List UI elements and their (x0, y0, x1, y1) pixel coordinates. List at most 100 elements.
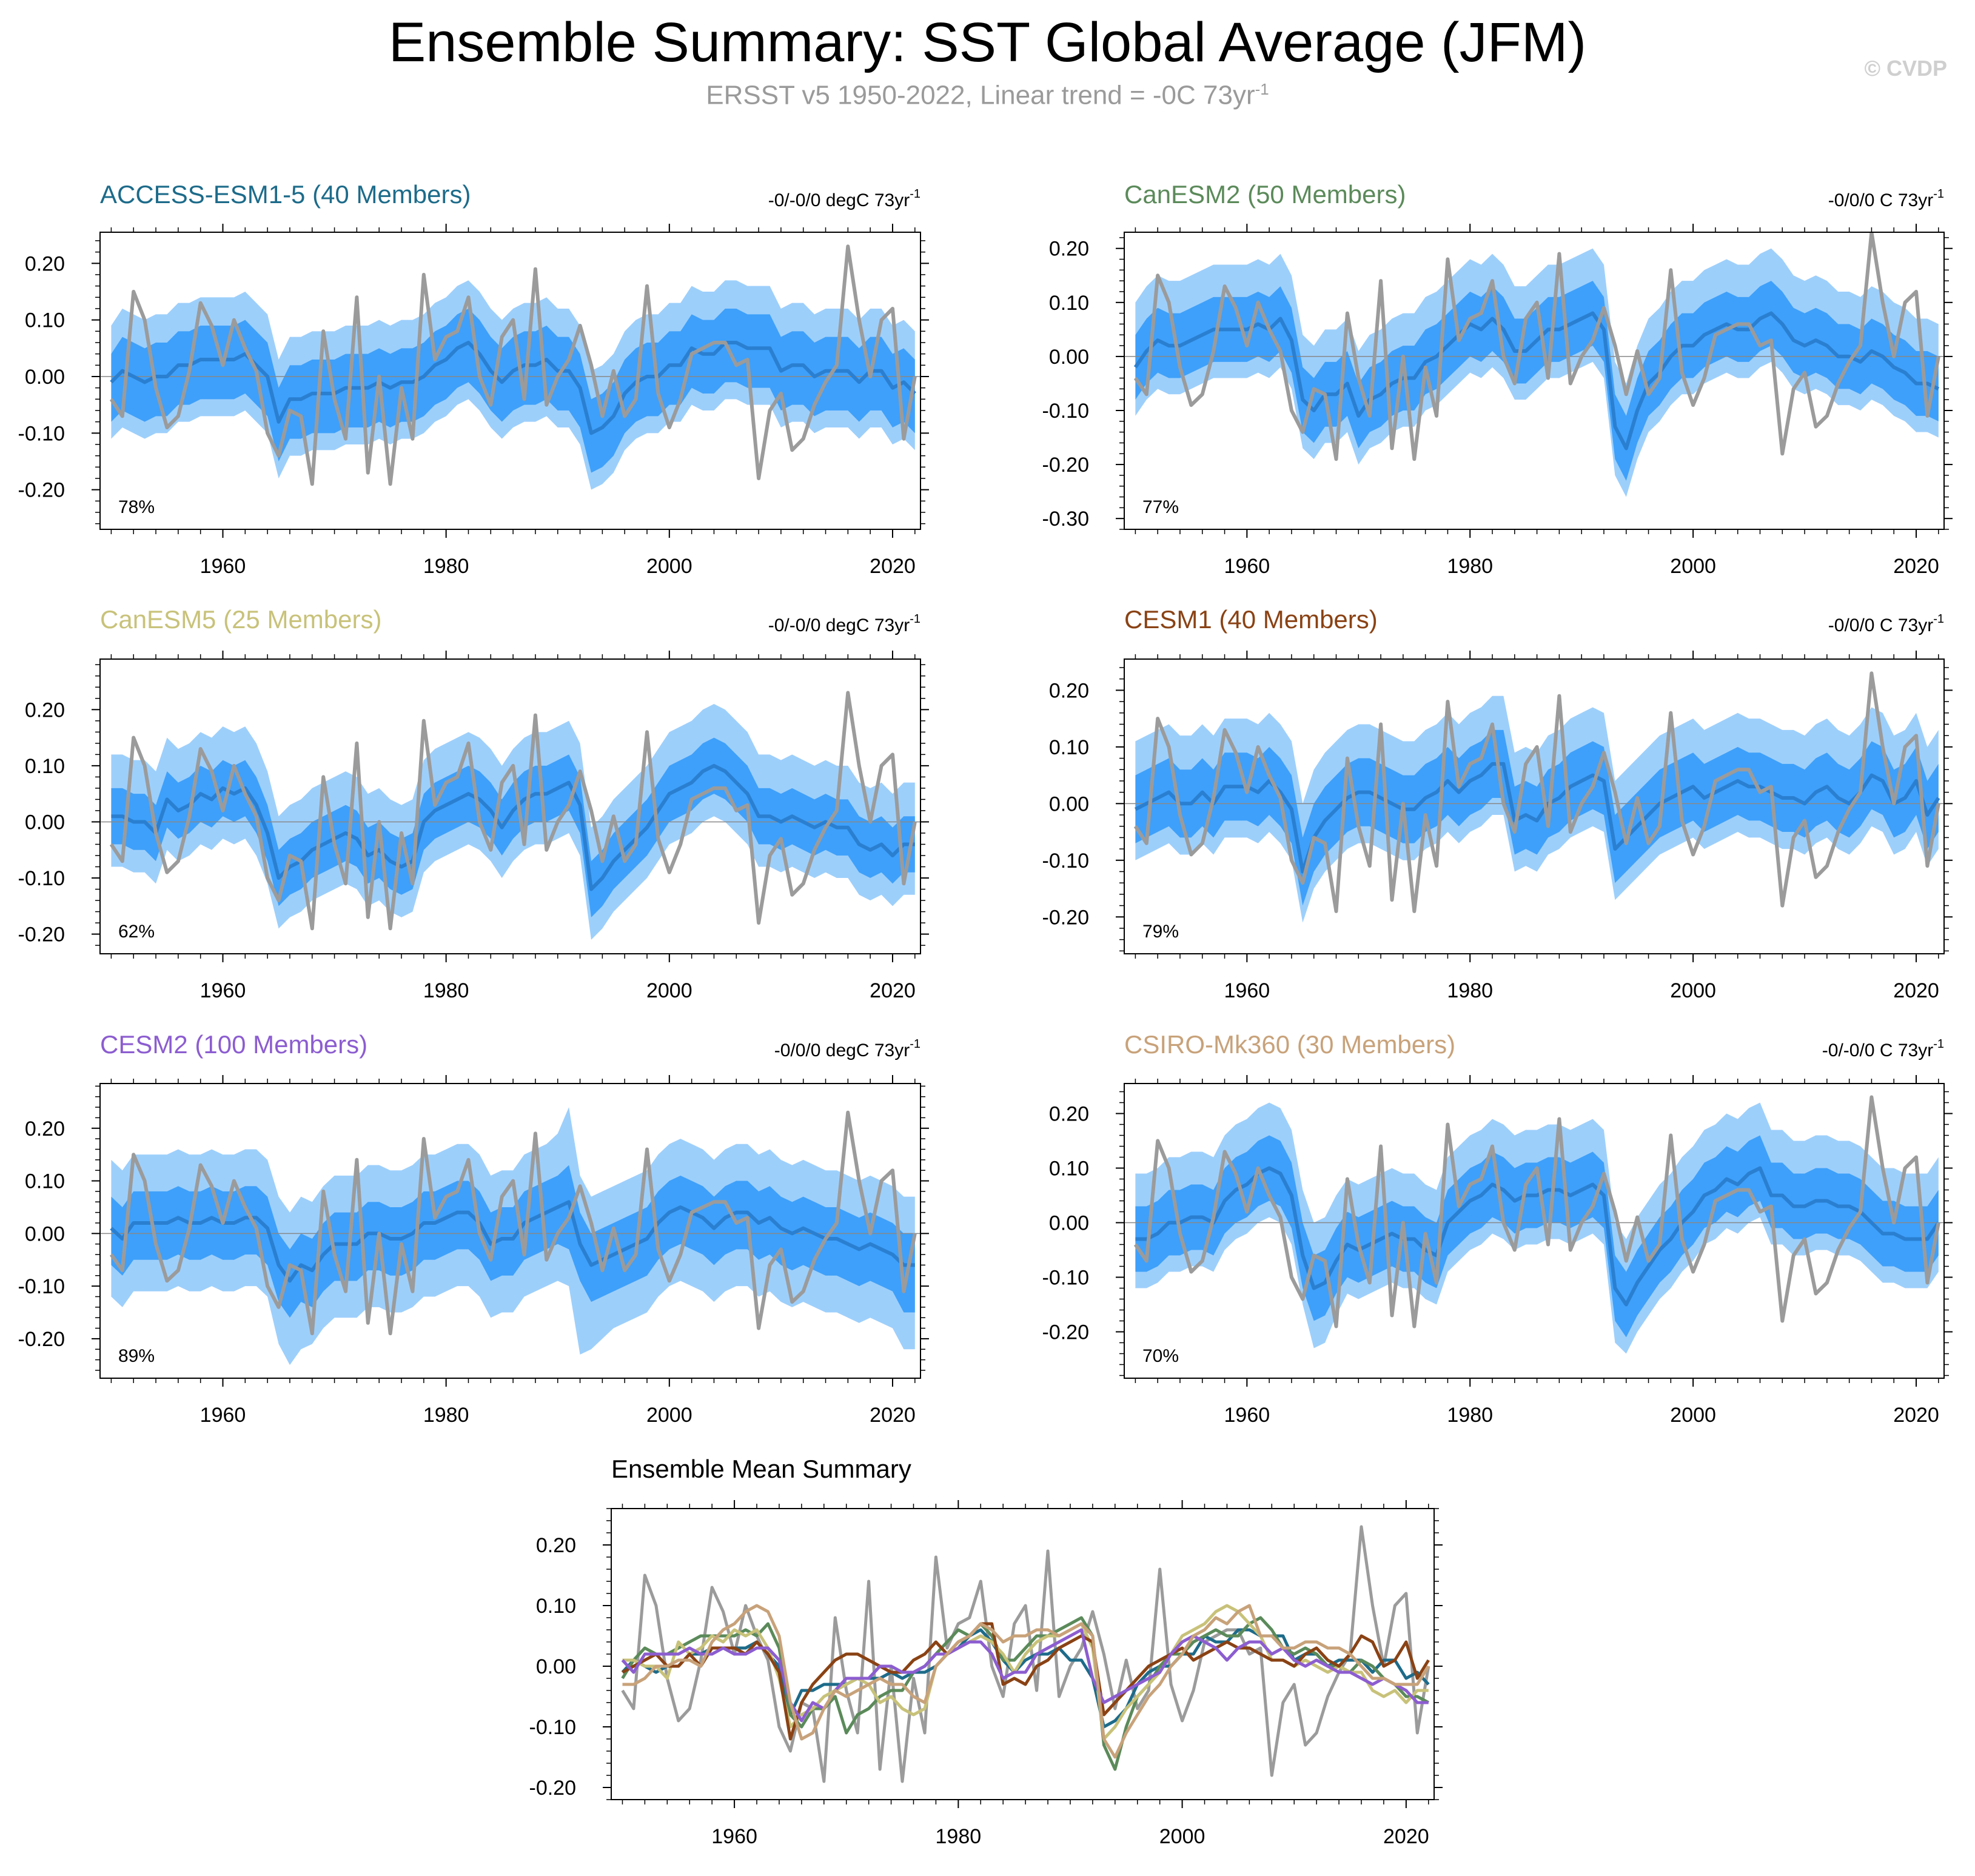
x-tick-label: 1960 (1224, 1404, 1270, 1427)
panel-title: CSIRO-Mk360 (30 Members) (1124, 1030, 1455, 1059)
x-tick-label: 2020 (1893, 555, 1939, 578)
percent-label: 89% (118, 1346, 155, 1366)
trend-label: -0/-0/0 degC 73yr-1 (768, 187, 920, 210)
y-tick-label: 0.00 (25, 811, 65, 834)
plot-frame (99, 232, 921, 530)
y-tick-label: 0.00 (1049, 346, 1089, 369)
x-tick-label: 1960 (200, 1404, 246, 1427)
y-tick-label: -0.10 (1042, 1267, 1090, 1290)
chart-panel-6: -0.20 -0.10 0.00 0.10 0.20 1960 1980 2000 2020 CS… (1042, 1030, 1953, 1427)
x-tick-label: 1980 (936, 1825, 982, 1848)
x-tick-label: 2000 (1670, 555, 1716, 578)
y-tick-label: 0.10 (1049, 736, 1089, 759)
y-tick-label: 0.00 (25, 366, 65, 389)
percent-label: 62% (118, 922, 155, 942)
y-tick-label: -0.20 (18, 479, 65, 502)
x-tick-label: 2020 (1893, 1404, 1939, 1427)
trend-label: -0/0/0 C 73yr-1 (1828, 187, 1944, 210)
watermark: © CVDP (1864, 56, 1947, 81)
x-tick-label: 2020 (870, 1404, 916, 1427)
x-tick-label: 2020 (870, 979, 916, 1002)
x-tick-label: 2020 (1383, 1825, 1429, 1848)
percent-label: 79% (1142, 922, 1179, 942)
panel-title: ACCESS-ESM1-5 (40 Members) (100, 180, 471, 209)
plot-frame (1124, 232, 1945, 530)
y-tick-label: 0.20 (1049, 1103, 1089, 1126)
chart-panel-4: -0.20 -0.10 0.00 0.10 0.20 1960 1980 2000 2020 CE… (1042, 605, 1953, 1002)
x-tick-label: 1980 (423, 1404, 469, 1427)
y-tick-label: 0.20 (25, 698, 65, 722)
trend-label-sup: -1 (1933, 1037, 1944, 1051)
x-tick-label: 2000 (1670, 1404, 1716, 1427)
summary-line-cesm1 (622, 1622, 1430, 1741)
trend-label-sup: -1 (1933, 612, 1944, 626)
plot-area (100, 1107, 920, 1365)
y-tick-label: 0.10 (25, 1170, 65, 1193)
x-tick-label: 1960 (200, 979, 246, 1002)
trend-label: -0/-0/0 degC 73yr-1 (768, 612, 920, 635)
plot-area (100, 244, 920, 490)
inner-range-band (111, 309, 915, 473)
x-tick-label: 1980 (423, 979, 469, 1002)
chart-panel-3: -0.20 -0.10 0.00 0.10 0.20 1960 1980 2000 2020 Ca… (18, 605, 929, 1002)
y-tick-label: -0.10 (18, 1275, 65, 1298)
main-title: Ensemble Summary: SST Global Average (JF… (388, 12, 1587, 73)
x-tick-label: 2000 (646, 555, 692, 578)
y-tick-label: 0.00 (1049, 792, 1089, 816)
x-tick-label: 2000 (646, 1404, 692, 1427)
plot-area (621, 1525, 1430, 1783)
main-subtitle-sup: -1 (1255, 80, 1269, 98)
trend-label-sup: -1 (1933, 187, 1944, 201)
observations-line (109, 691, 917, 931)
ensemble-mean-line (1135, 762, 1940, 874)
y-tick-label: -0.10 (1042, 400, 1090, 423)
y-tick-label: 0.10 (536, 1595, 576, 1618)
y-tick-label: -0.10 (18, 867, 65, 890)
plot-area (1124, 671, 1944, 923)
y-tick-label: -0.20 (1042, 1321, 1090, 1344)
x-tick-label: 2020 (1893, 979, 1939, 1002)
ensemble-mean-line (111, 763, 915, 891)
summary-line-canesm2 (621, 1616, 1429, 1771)
observations-line (109, 244, 917, 486)
chart-panel-5: -0.20 -0.10 0.00 0.10 0.20 1960 1980 2000 2020 CE… (18, 1030, 929, 1427)
y-tick-label: -0.10 (18, 422, 65, 445)
x-tick-label: 1980 (423, 555, 469, 578)
inner-range-band (111, 737, 915, 917)
ensemble-mean-line (110, 1200, 915, 1283)
chart-panel-7: -0.20 -0.10 0.00 0.10 0.20 1960 1980 2000 2020 En… (529, 1455, 1443, 1848)
x-tick-label: 1960 (711, 1825, 757, 1848)
chart-panel-2: -0.30 -0.20 -0.10 0.00 0.10 0.20 1960 1980 2000 2… (1042, 180, 1953, 578)
x-tick-label: 2000 (1159, 1825, 1205, 1848)
y-tick-label: -0.20 (18, 923, 65, 946)
y-tick-label: -0.20 (529, 1777, 577, 1800)
y-tick-label: 0.20 (1049, 238, 1089, 261)
panel-title: CanESM5 (25 Members) (100, 605, 381, 634)
x-tick-label: 1960 (1224, 979, 1270, 1002)
y-tick-label: 0.00 (1049, 1212, 1089, 1235)
trend-label: -0/0/0 degC 73yr-1 (774, 1037, 920, 1060)
panel-title: CESM1 (40 Members) (1124, 605, 1378, 634)
x-tick-label: 1980 (1447, 979, 1493, 1002)
trend-label: -0/-0/0 C 73yr-1 (1822, 1037, 1944, 1060)
summary-line-access-esm1-5 (621, 1628, 1430, 1729)
x-tick-label: 1980 (1447, 1404, 1493, 1427)
plot-frame (99, 658, 921, 954)
y-tick-label: 0.20 (1049, 679, 1089, 702)
y-tick-label: 0.00 (536, 1655, 576, 1678)
percent-label: 77% (1142, 497, 1179, 517)
summary-line-cesm2 (621, 1628, 1429, 1723)
x-tick-label: 2000 (646, 979, 692, 1002)
y-tick-label: 0.10 (1049, 292, 1089, 315)
trend-label: -0/0/0 C 73yr-1 (1828, 612, 1944, 635)
x-tick-label: 1960 (200, 555, 246, 578)
y-tick-label: 0.10 (25, 309, 65, 332)
y-tick-label: 0.10 (1049, 1157, 1089, 1181)
y-tick-label: -0.10 (1042, 849, 1090, 873)
y-tick-label: 0.00 (25, 1222, 65, 1245)
y-tick-label: -0.30 (1042, 508, 1090, 531)
plot-frame (99, 1083, 921, 1379)
y-tick-label: 0.20 (25, 252, 65, 275)
x-tick-label: 1980 (1447, 555, 1493, 578)
